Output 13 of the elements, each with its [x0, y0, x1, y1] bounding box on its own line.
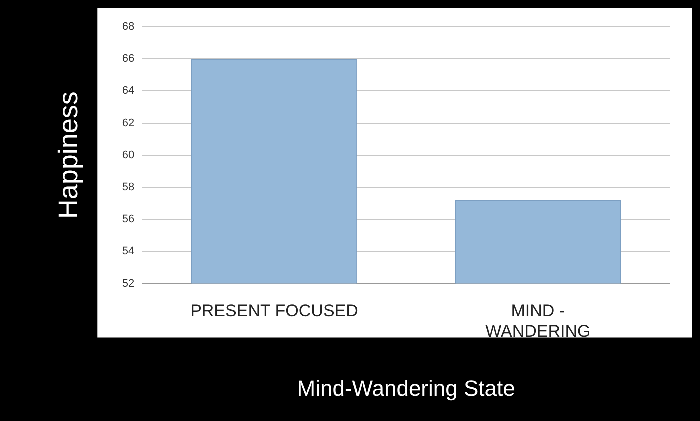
x-tick-label: PRESENT FOCUSED — [190, 302, 358, 321]
y-tick-label: 52 — [122, 278, 135, 290]
y-tick-label: 58 — [122, 182, 135, 194]
y-tick-label: 60 — [122, 149, 135, 162]
y-tick-label: 64 — [122, 85, 135, 98]
y-tick-label: 66 — [122, 53, 135, 66]
y-tick-label: 68 — [122, 21, 135, 34]
y-axis-title: Happiness — [54, 92, 84, 220]
y-tick-label: 62 — [122, 117, 135, 130]
x-axis-title: Mind-Wandering State — [297, 376, 516, 401]
y-tick-label: 56 — [122, 214, 135, 226]
y-tick-label: 54 — [122, 246, 135, 258]
x-tick-label: MIND - WANDERING — [486, 302, 591, 342]
